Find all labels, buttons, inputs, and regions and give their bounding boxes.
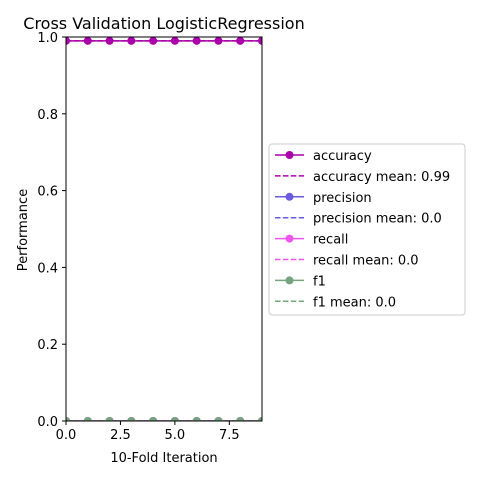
legend-item: f1 mean: 0.0 (275, 295, 396, 310)
point-f1-6 (192, 417, 201, 421)
legend-label: precision (313, 191, 372, 206)
y-tick-label: 1.0 (37, 31, 58, 46)
legend-item: accuracy mean: 0.99 (275, 170, 450, 185)
y-tick-label: 0.0 (37, 415, 58, 430)
legend-label: recall mean: 0.0 (313, 254, 419, 269)
legend-item: recall mean: 0.0 (275, 254, 419, 269)
legend-swatch-marker (285, 276, 294, 285)
point-accuracy-3 (127, 37, 136, 45)
y-tick-label: 0.4 (37, 261, 58, 276)
chart-title: Cross Validation LogisticRegression (23, 14, 304, 33)
legend-swatch-marker (285, 151, 294, 159)
plot-clip-group (66, 37, 262, 421)
x-tick-label: 7.5 (219, 428, 240, 443)
point-accuracy-8 (236, 37, 245, 45)
legend-item: accuracy (275, 149, 372, 164)
point-f1-7 (214, 417, 223, 421)
point-f1-1 (83, 417, 92, 421)
point-f1-8 (236, 417, 245, 421)
legend: accuracy accuracy mean: 0.99 precision prec… (268, 143, 466, 316)
y-axis-label: Performance (16, 189, 31, 271)
legend-label: precision mean: 0.0 (313, 212, 442, 227)
point-accuracy-2 (105, 37, 114, 45)
point-accuracy-7 (214, 37, 223, 45)
point-accuracy-0 (66, 37, 70, 45)
plot-area (66, 37, 262, 421)
legend-swatch-marker (285, 192, 294, 201)
point-accuracy-4 (149, 37, 158, 45)
point-f1-9 (258, 417, 262, 421)
legend-swatch-marker (285, 234, 294, 243)
legend-item: precision (275, 191, 372, 206)
axes: 0.0 2.5 5.0 7.5 0.0 0.2 0.4 0.6 0.8 1.0 (37, 31, 263, 443)
point-accuracy-9 (258, 37, 262, 45)
point-f1-0 (66, 417, 70, 421)
legend-label: f1 (313, 274, 326, 289)
x-tick-label: 0.0 (56, 428, 77, 443)
point-accuracy-1 (83, 37, 92, 45)
axes-frame (65, 36, 263, 422)
legend-label: accuracy (313, 149, 372, 164)
legend-label: f1 mean: 0.0 (313, 295, 396, 310)
legend-item: precision mean: 0.0 (275, 212, 442, 227)
x-tick-label: 2.5 (110, 428, 131, 443)
x-axis-label: 10-Fold Iteration (110, 451, 217, 466)
y-tick-label: 0.2 (37, 338, 58, 353)
legend-item: f1 (275, 274, 326, 289)
legend-label: accuracy mean: 0.99 (313, 170, 450, 185)
point-accuracy-5 (170, 37, 179, 45)
y-tick-label: 0.6 (37, 185, 58, 200)
point-f1-4 (149, 417, 158, 421)
legend-label: recall (313, 233, 348, 248)
y-tick-label: 0.8 (37, 108, 58, 123)
legend-item: recall (275, 233, 348, 248)
point-f1-3 (127, 417, 136, 421)
point-accuracy-6 (192, 37, 201, 45)
point-f1-2 (105, 417, 114, 421)
x-tick-label: 5.0 (165, 428, 186, 443)
point-f1-5 (170, 417, 179, 421)
legend-box (268, 143, 466, 316)
